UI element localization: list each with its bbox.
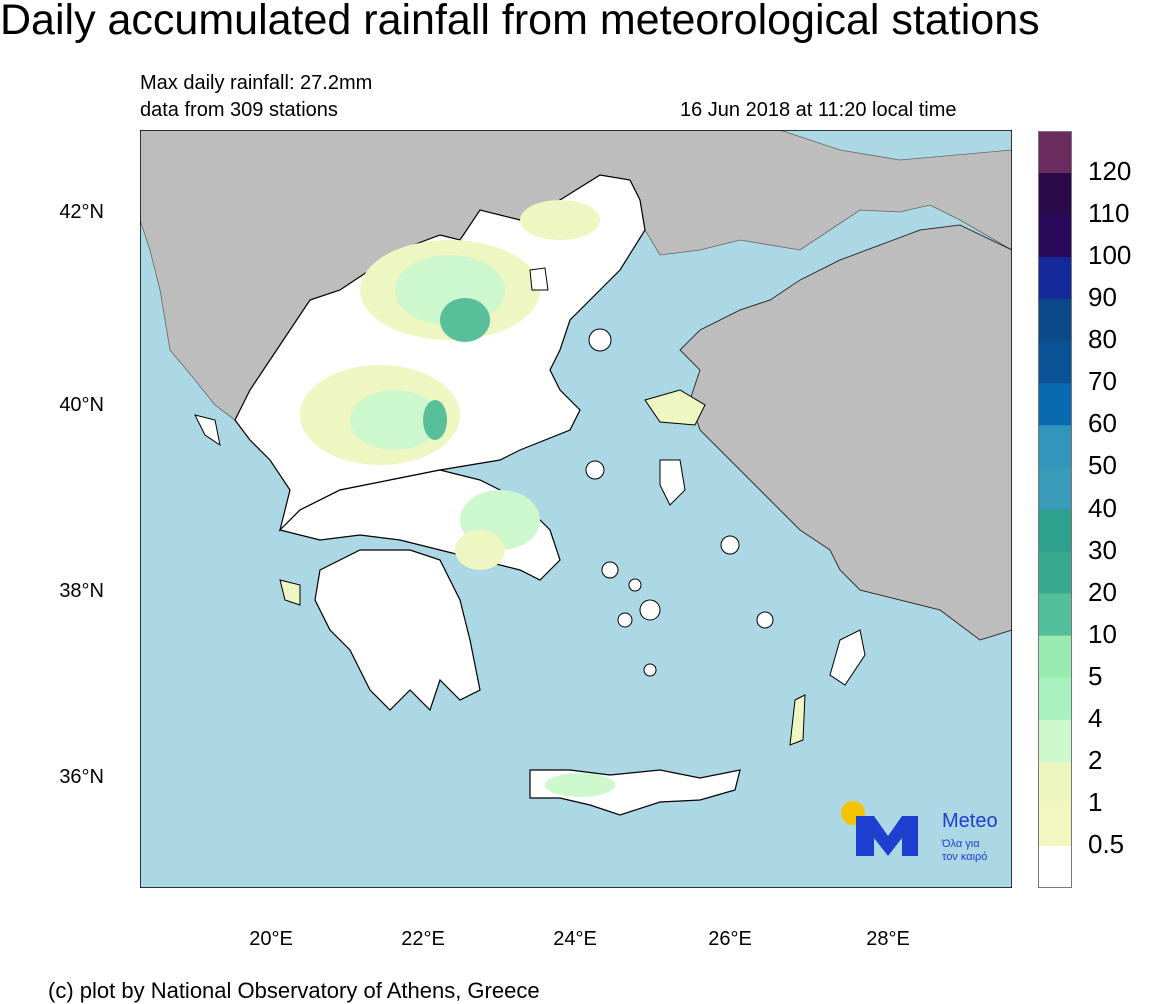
legend-color-bar bbox=[1038, 131, 1072, 888]
legend-swatch bbox=[1038, 467, 1072, 510]
logo-tagline-1: Όλα για bbox=[942, 838, 980, 850]
skyros bbox=[585, 460, 605, 480]
legend-swatch bbox=[1038, 173, 1072, 216]
cyclades-andros bbox=[601, 561, 619, 579]
lon-tick-22: 22°E bbox=[401, 928, 445, 950]
map-title: Daily accumulated rainfall from meteorol… bbox=[0, 0, 1040, 44]
legend-swatch bbox=[1038, 131, 1072, 174]
meteo-logo-mark bbox=[841, 801, 918, 856]
legend-swatch bbox=[1038, 425, 1072, 468]
legend-swatch bbox=[1038, 677, 1072, 721]
lat-tick-36: 36°N bbox=[59, 766, 104, 788]
rain-zone-thrace bbox=[520, 200, 600, 240]
lon-tick-20: 20°E bbox=[249, 928, 293, 950]
legend-label: 30 bbox=[1088, 534, 1117, 565]
legend-swatch bbox=[1038, 803, 1072, 847]
legend-label: 50 bbox=[1088, 450, 1117, 481]
thasos bbox=[529, 267, 549, 291]
cephalonia bbox=[279, 579, 301, 606]
legend-swatch bbox=[1038, 299, 1072, 342]
legend-label: 110 bbox=[1088, 198, 1130, 229]
legend-label: 20 bbox=[1088, 576, 1117, 607]
timestamp-text: 16 Jun 2018 at 11:20 local time bbox=[680, 99, 957, 121]
legend-label: 60 bbox=[1088, 408, 1117, 439]
max-rainfall-text: Max daily rainfall: 27.2mm bbox=[140, 72, 373, 94]
logo-tagline-2: τον καιρό bbox=[942, 851, 988, 863]
lemnos bbox=[588, 328, 612, 352]
legend-label: 90 bbox=[1088, 282, 1117, 313]
legend-swatch bbox=[1038, 383, 1072, 426]
cyclades-paros bbox=[617, 612, 633, 628]
legend-swatch bbox=[1038, 761, 1072, 805]
legend-swatch bbox=[1038, 257, 1072, 300]
legend-label: 1 bbox=[1088, 786, 1103, 817]
legend-swatch bbox=[1038, 593, 1072, 637]
rain-zone-pelion bbox=[423, 400, 447, 440]
credit-text: (c) plot by National Observatory of Athe… bbox=[48, 978, 540, 1003]
legend-swatch bbox=[1038, 215, 1072, 258]
legend-label: 10 bbox=[1088, 618, 1117, 649]
legend-swatch bbox=[1038, 635, 1072, 679]
rain-zone-chalkidiki bbox=[440, 298, 490, 342]
rain-zone-crete bbox=[545, 773, 615, 797]
santorini bbox=[643, 663, 657, 677]
samos bbox=[720, 535, 740, 555]
meteo-logo: Meteo Όλα για τον καιρό bbox=[840, 800, 1010, 863]
station-count-text: data from 309 stations bbox=[140, 99, 338, 121]
rhodes bbox=[829, 629, 866, 686]
legend-label: 5 bbox=[1088, 660, 1103, 691]
rain-zone-thessaly-2 bbox=[350, 390, 440, 450]
lon-tick-24: 24°E bbox=[553, 928, 597, 950]
legend-swatch bbox=[1038, 719, 1072, 763]
chios bbox=[659, 459, 686, 506]
cyclades-naxos bbox=[639, 599, 661, 621]
rain-zone-attica bbox=[455, 530, 505, 570]
legend-swatch bbox=[1038, 509, 1072, 553]
corfu bbox=[194, 414, 221, 447]
lon-tick-28: 28°E bbox=[866, 928, 910, 950]
cyclades-tinos bbox=[628, 578, 642, 592]
rainfall-map bbox=[140, 130, 1012, 888]
peloponnese bbox=[314, 549, 481, 712]
legend-label: 0.5 bbox=[1088, 828, 1125, 859]
legend-swatch bbox=[1038, 845, 1072, 888]
dodecanese-kos bbox=[756, 611, 774, 629]
legend-label: 100 bbox=[1088, 240, 1132, 271]
legend-label: 4 bbox=[1088, 702, 1103, 733]
legend-label: 70 bbox=[1088, 366, 1117, 397]
logo-brand: Meteo bbox=[942, 810, 998, 832]
karpathos bbox=[789, 694, 806, 746]
lesvos bbox=[644, 389, 706, 426]
lat-tick-40: 40°N bbox=[59, 394, 104, 416]
legend-swatch bbox=[1038, 551, 1072, 595]
lat-tick-42: 42°N bbox=[59, 201, 104, 223]
lon-tick-26: 26°E bbox=[708, 928, 752, 950]
lat-tick-38: 38°N bbox=[59, 580, 104, 602]
legend-border bbox=[1038, 131, 1072, 888]
legend-swatch bbox=[1038, 341, 1072, 384]
legend-label: 40 bbox=[1088, 492, 1117, 523]
legend-label: 80 bbox=[1088, 324, 1117, 355]
legend-label: 120 bbox=[1088, 156, 1132, 187]
m-glyph bbox=[856, 816, 918, 856]
legend-label: 2 bbox=[1088, 744, 1103, 775]
turkey-land bbox=[679, 224, 1012, 641]
